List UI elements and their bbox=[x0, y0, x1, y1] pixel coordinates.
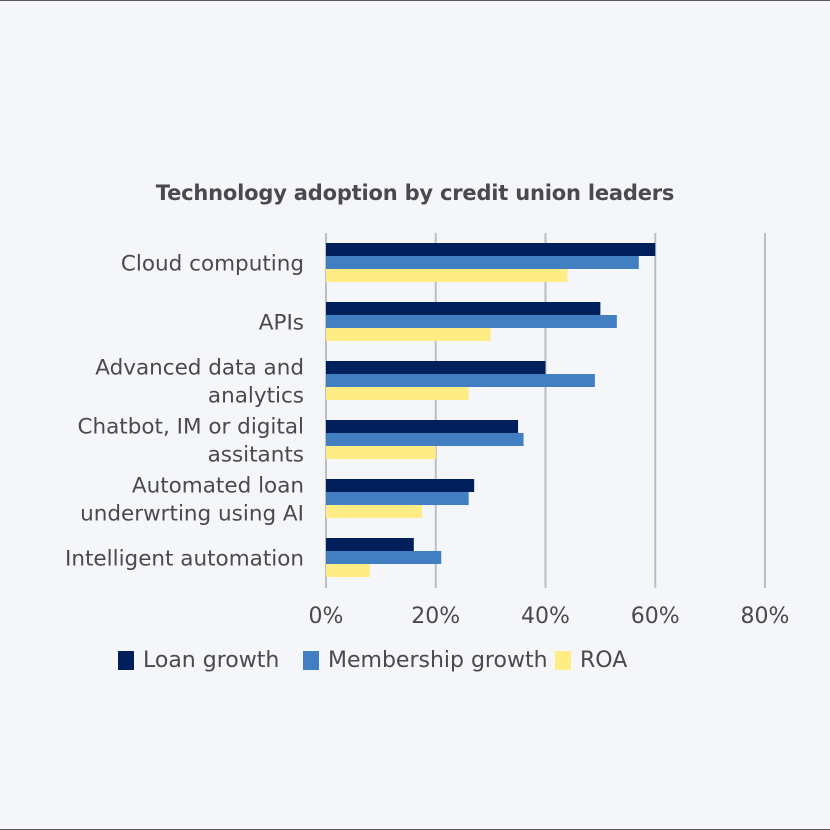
bar-roa-cloud-computing bbox=[326, 269, 568, 282]
x-axis-tick-labels: 0% 20% 40% 60% 80% bbox=[309, 604, 790, 629]
bar-membership-growth-chatbot-im-or-digital-assitants bbox=[326, 433, 524, 446]
category-label-line: assitants bbox=[208, 443, 304, 468]
category-label-intelligent-automation: Intelligent automation bbox=[65, 547, 304, 572]
category-label-line: Advanced data and bbox=[95, 356, 304, 381]
bar-membership-growth-intelligent-automation bbox=[326, 551, 442, 564]
bar-roa-advanced-data-and-analytics bbox=[326, 387, 469, 400]
x-tick-label-80: 80% bbox=[741, 604, 790, 629]
bar-roa-apis bbox=[326, 328, 491, 341]
bars bbox=[326, 243, 656, 577]
category-label-line: analytics bbox=[208, 384, 304, 409]
chart-title: Technology adoption by credit union lead… bbox=[155, 181, 675, 205]
bar-roa-intelligent-automation bbox=[326, 564, 370, 577]
bar-loan-growth-apis bbox=[326, 302, 601, 315]
legend-swatch-membership-growth bbox=[303, 651, 319, 670]
bar-membership-growth-cloud-computing bbox=[326, 256, 639, 269]
legend-label-loan-growth: Loan growth bbox=[143, 648, 280, 673]
category-label-line: APIs bbox=[259, 311, 304, 336]
category-label-advanced-data-and-analytics: Advanced data and analytics bbox=[95, 356, 304, 409]
legend: Loan growth Membership growth ROA bbox=[0, 646, 830, 676]
bar-roa-automated-loan-underwrting-using-ai bbox=[326, 505, 423, 518]
category-label-chatbot-im-or-digital-assitants: Chatbot, IM or digital assitants bbox=[77, 415, 304, 468]
category-label-line: Chatbot, IM or digital bbox=[77, 415, 304, 440]
legend-label-roa: ROA bbox=[580, 648, 628, 673]
bar-membership-growth-automated-loan-underwrting-using-ai bbox=[326, 492, 469, 505]
category-label-automated-loan-underwrting-using-ai: Automated loan underwrting using AI bbox=[80, 474, 304, 527]
category-label-line: Intelligent automation bbox=[65, 547, 304, 572]
gridlines bbox=[325, 233, 766, 588]
bar-membership-growth-advanced-data-and-analytics bbox=[326, 374, 595, 387]
x-tick-label-40: 40% bbox=[521, 604, 570, 629]
category-labels: Cloud computing APIs Advanced data and anal… bbox=[65, 252, 304, 572]
legend-swatch-loan-growth bbox=[118, 651, 134, 670]
bar-loan-growth-chatbot-im-or-digital-assitants bbox=[326, 420, 519, 433]
x-tick-label-20: 20% bbox=[411, 604, 460, 629]
bar-membership-growth-apis bbox=[326, 315, 617, 328]
category-label-apis: APIs bbox=[259, 311, 304, 336]
bar-roa-chatbot-im-or-digital-assitants bbox=[326, 446, 436, 459]
x-tick-label-0: 0% bbox=[309, 604, 344, 629]
bar-loan-growth-automated-loan-underwrting-using-ai bbox=[326, 479, 475, 492]
category-label-line: Automated loan bbox=[132, 474, 304, 499]
legend-swatch-roa bbox=[555, 651, 571, 670]
category-label-line: underwrting using AI bbox=[80, 502, 304, 527]
legend-label-membership-growth: Membership growth bbox=[328, 648, 548, 673]
x-tick-label-60: 60% bbox=[631, 604, 680, 629]
category-label-cloud-computing: Cloud computing bbox=[121, 252, 304, 277]
bar-loan-growth-cloud-computing bbox=[326, 243, 656, 256]
category-label-line: Cloud computing bbox=[121, 252, 304, 277]
bar-loan-growth-advanced-data-and-analytics bbox=[326, 361, 546, 374]
bar-loan-growth-intelligent-automation bbox=[326, 538, 414, 551]
